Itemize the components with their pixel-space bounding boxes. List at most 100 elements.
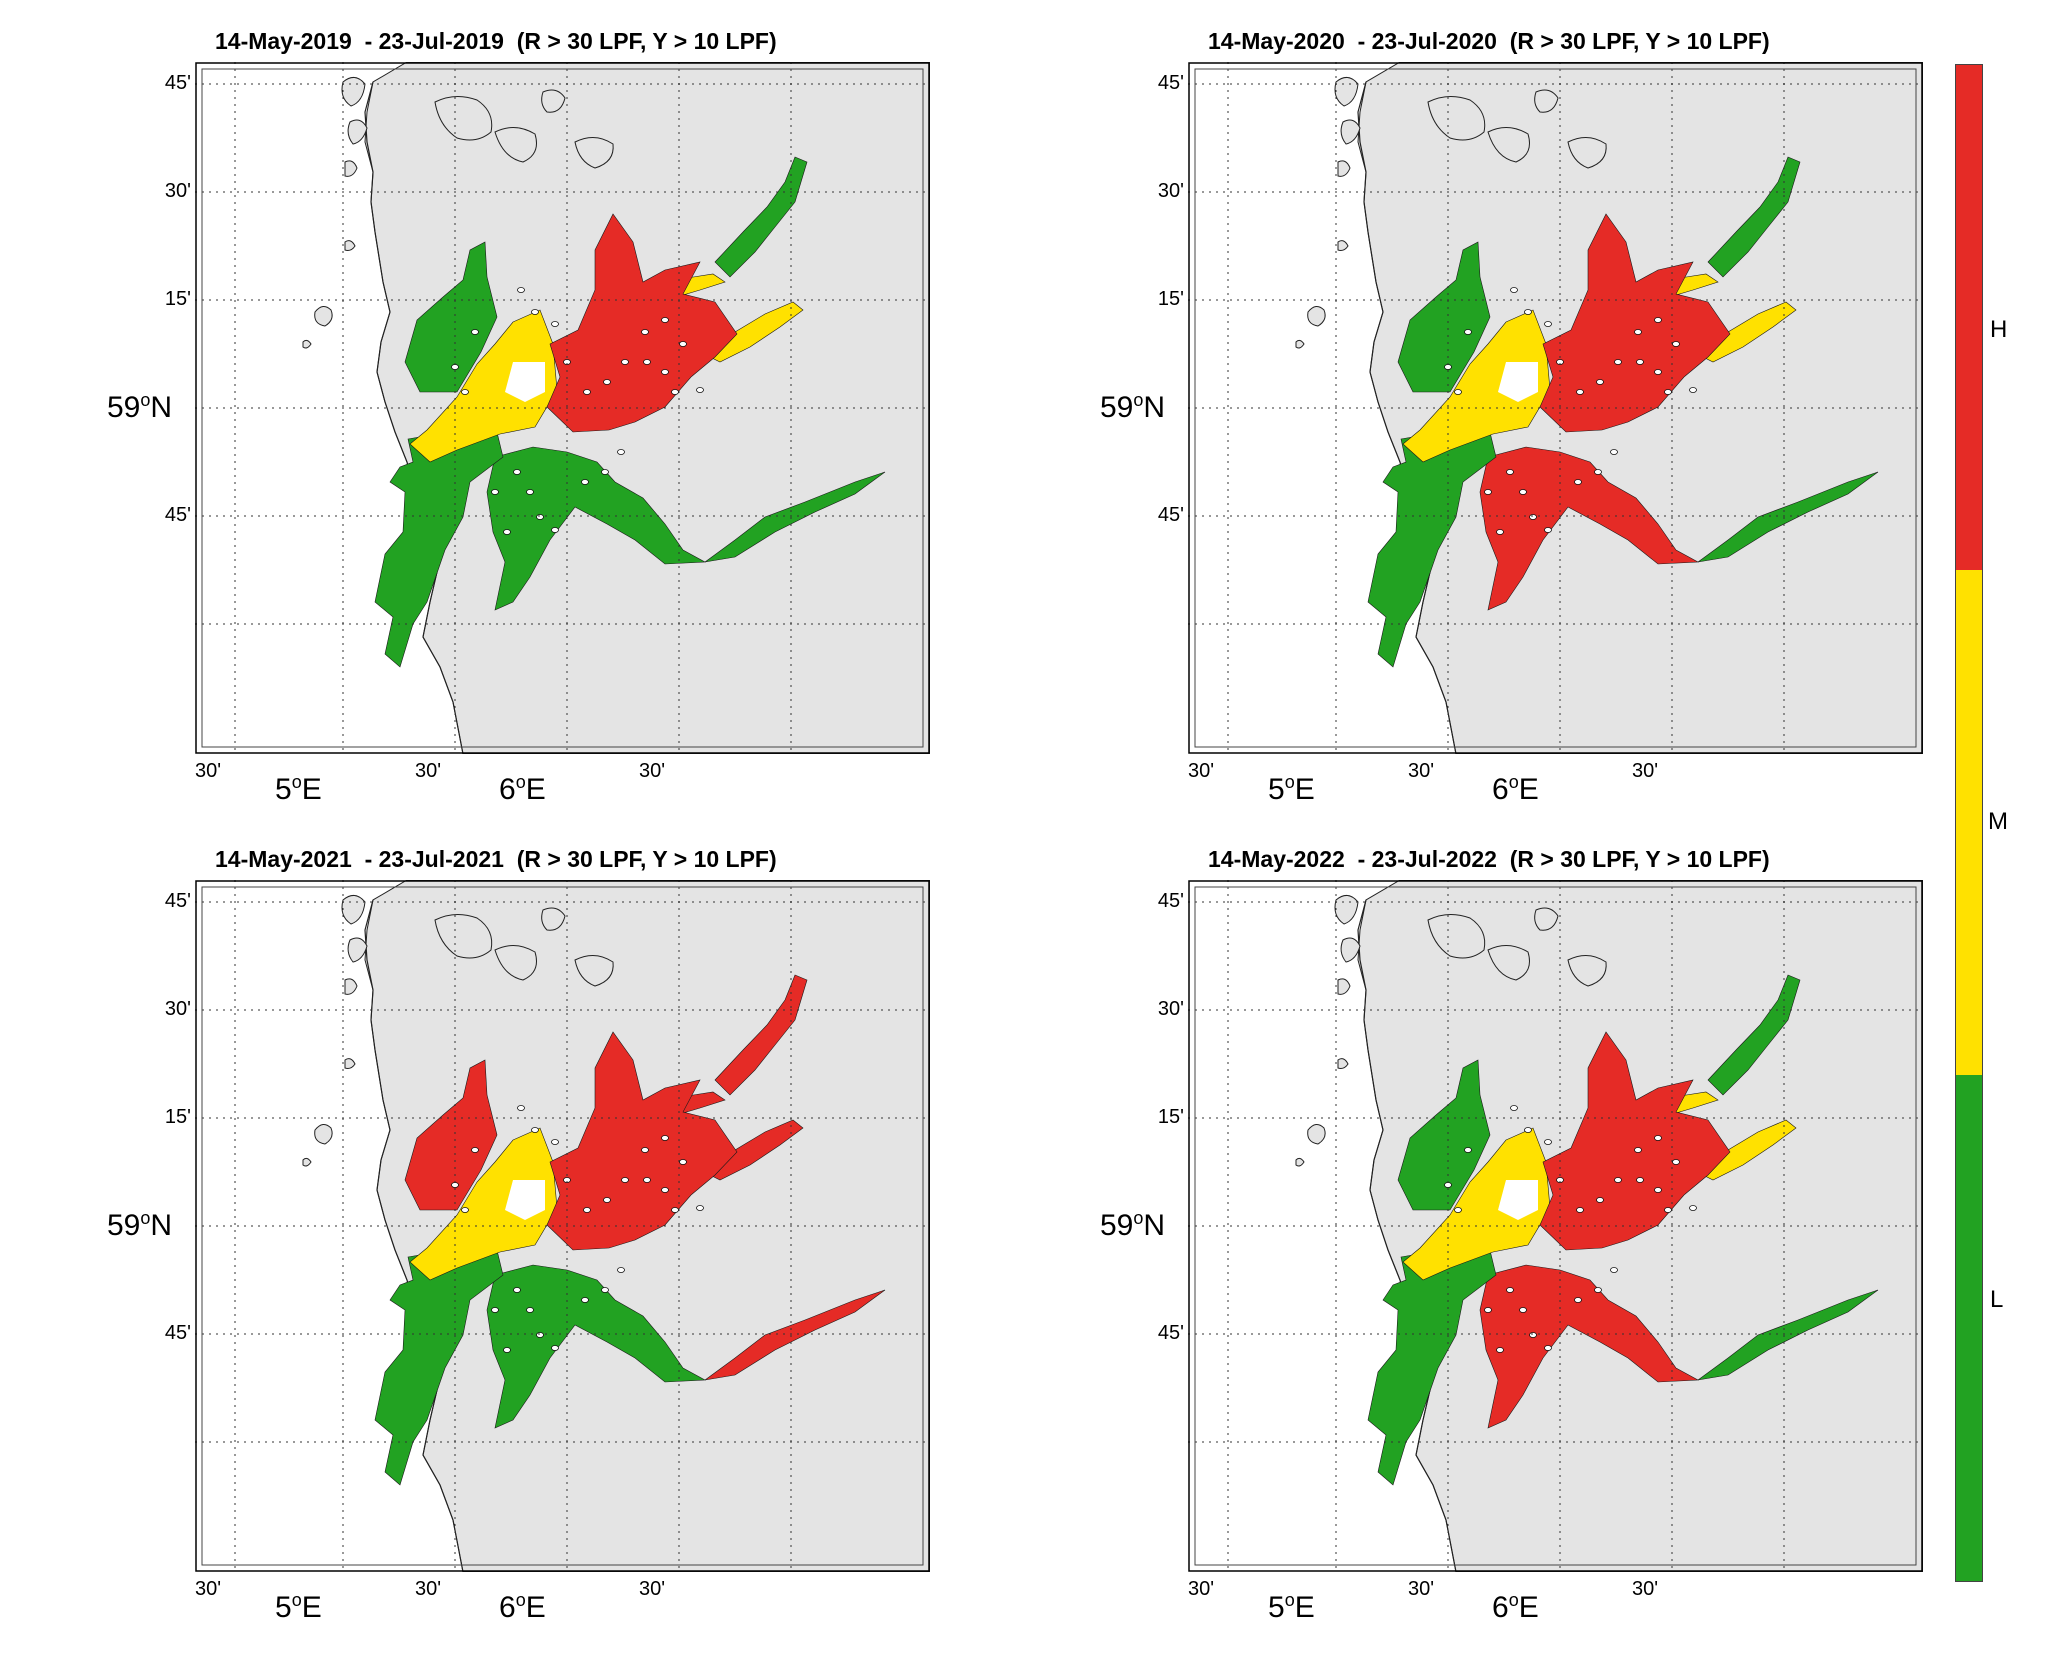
small-island [536, 1332, 544, 1338]
colorbar-label-low: L [1990, 1286, 2004, 1313]
small-island [696, 387, 704, 393]
island [1567, 137, 1607, 169]
island [314, 1124, 333, 1145]
map-frame [1188, 880, 1923, 1572]
risk-zone-central [1539, 1031, 1731, 1251]
small-island [583, 1207, 591, 1213]
colorbar-medium-segment [1956, 570, 1982, 1075]
colorbar [1955, 64, 1983, 1582]
longitude-label-main: 6oE [1492, 772, 1539, 806]
small-island [1654, 317, 1662, 323]
latitude-label: 30' [164, 998, 191, 1020]
small-island [679, 1159, 687, 1165]
risk-zone-outer-sw [1367, 1241, 1497, 1486]
small-island [1519, 489, 1527, 495]
small-island [503, 1347, 511, 1353]
map-canvas [1188, 62, 1923, 754]
island [1307, 306, 1326, 327]
longitude-label: 30' [1632, 760, 1659, 782]
small-island [1634, 1147, 1642, 1153]
small-island [671, 1207, 679, 1213]
map-panel-2022: 14-May-2022 - 23-Jul-2022 (R > 30 LPF, Y… [1100, 846, 1923, 1624]
island [344, 240, 356, 251]
longitude-label: 30' [415, 760, 442, 782]
small-island [696, 1205, 704, 1211]
unmodelled-area [505, 362, 545, 402]
small-island [1654, 1187, 1662, 1193]
island [302, 339, 312, 349]
island [1534, 89, 1559, 113]
small-island [601, 1287, 609, 1293]
latitude-label-main: 59oN [107, 390, 173, 424]
longitude-label: 30' [1632, 1578, 1659, 1600]
risk-zone-outer-sw [374, 1241, 504, 1486]
small-island [471, 1147, 479, 1153]
island [344, 978, 358, 995]
small-island [1614, 1177, 1622, 1183]
small-island [1484, 1307, 1492, 1313]
island [494, 127, 537, 163]
small-island [1594, 469, 1602, 475]
small-island [1544, 1345, 1552, 1351]
risk-zone-central [1539, 213, 1731, 433]
small-island [1484, 489, 1492, 495]
map-panel-2021: 14-May-2021 - 23-Jul-2021 (R > 30 LPF, Y… [107, 846, 930, 1624]
small-island [1544, 527, 1552, 533]
small-island [526, 1307, 534, 1313]
risk-zone-south-fjords [486, 446, 707, 611]
map-frame [195, 62, 930, 754]
small-island [503, 529, 511, 535]
small-island [1444, 364, 1452, 370]
small-island [531, 309, 539, 315]
colorbar-label-high: H [1990, 316, 2008, 343]
small-island [621, 1177, 629, 1183]
latitude-label: 45' [1157, 504, 1184, 526]
island [1534, 907, 1559, 931]
island [1337, 978, 1351, 995]
map-panel-2019: 14-May-2019 - 23-Jul-2019 (R > 30 LPF, Y… [107, 28, 930, 806]
small-island [661, 1135, 669, 1141]
island [1427, 914, 1486, 959]
island [344, 160, 358, 177]
risk-zone-north-fjords [404, 156, 886, 563]
map-frame [195, 880, 930, 1572]
small-island [617, 449, 625, 455]
small-island [1496, 529, 1504, 535]
small-island [641, 1147, 649, 1153]
island [1295, 1157, 1305, 1167]
small-island [1614, 359, 1622, 365]
small-island [661, 1187, 669, 1193]
island [344, 1058, 356, 1069]
latitude-label: 15' [1157, 288, 1184, 310]
small-island [643, 1177, 651, 1183]
small-island [617, 1267, 625, 1273]
latitude-label: 15' [1157, 1106, 1184, 1128]
latitude-label-main: 59oN [1100, 1208, 1166, 1242]
small-island [1654, 369, 1662, 375]
map-frame [1188, 62, 1923, 754]
small-island [603, 379, 611, 385]
small-island [1610, 1267, 1618, 1273]
small-island [491, 1307, 499, 1313]
small-island [603, 1197, 611, 1203]
small-island [1524, 1127, 1532, 1133]
map-canvas [195, 880, 930, 1572]
risk-zone-south-fjords [486, 1264, 707, 1429]
island [1340, 119, 1361, 145]
small-island [1574, 479, 1582, 485]
island [574, 137, 614, 169]
island [1307, 1124, 1326, 1145]
small-island [1594, 1287, 1602, 1293]
longitude-label-main: 6oE [499, 772, 546, 806]
map-inner-frame [1194, 886, 1917, 1566]
latitude-label: 45' [164, 1322, 191, 1344]
risk-zone-south-fjords [1479, 1264, 1700, 1429]
risk-zone-north-fjords [1397, 156, 1879, 563]
small-island [1664, 1207, 1672, 1213]
island [1295, 339, 1305, 349]
small-island [1596, 379, 1604, 385]
longitude-label: 30' [415, 1578, 442, 1600]
small-island [641, 329, 649, 335]
latitude-label: 45' [1157, 72, 1184, 94]
small-island [1672, 1159, 1680, 1165]
